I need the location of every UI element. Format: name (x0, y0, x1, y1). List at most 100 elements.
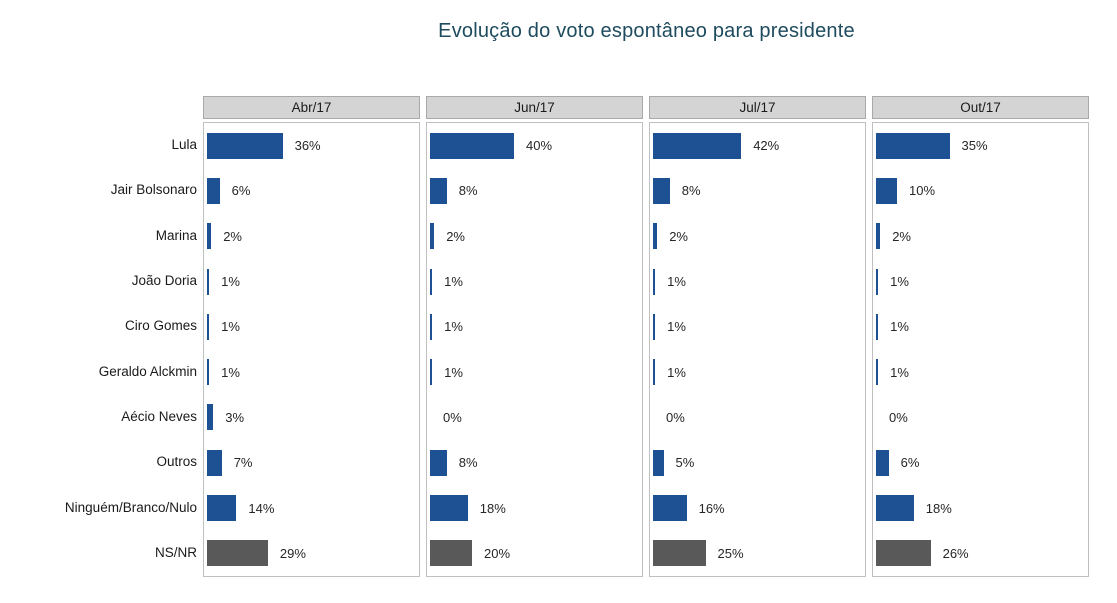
value-label: 8% (458, 455, 478, 471)
bar (207, 132, 283, 159)
bar (876, 177, 897, 204)
bar-row: 20% (427, 531, 642, 576)
panel-body: 36% 6% 2% 1% 1% 1% 3% 7% 14% 29% (203, 122, 420, 577)
value-label: 1% (444, 274, 463, 290)
bar-row: 40% (427, 123, 642, 168)
bar-row: 29% (204, 531, 419, 576)
bar-row: 1% (650, 304, 865, 349)
bar (207, 540, 268, 567)
panel-header: Abr/17 (203, 96, 420, 119)
bar-row: 0% (873, 395, 1088, 440)
value-label: 35% (961, 138, 988, 154)
value-label: 29% (279, 545, 306, 561)
bar (207, 359, 210, 386)
bar (430, 540, 472, 567)
bar-row: 18% (427, 485, 642, 530)
value-label: 0% (666, 409, 685, 425)
bar (876, 495, 914, 522)
bar (430, 223, 435, 250)
value-label: 3% (225, 409, 245, 425)
row-label: Ninguém/Branco/Nulo (64, 499, 197, 515)
bar-row: 1% (204, 259, 419, 304)
bar-row: 1% (650, 259, 865, 304)
bar-row: 3% (204, 395, 419, 440)
value-label: 7% (233, 455, 253, 471)
bar (876, 359, 879, 386)
value-label: 1% (444, 364, 463, 380)
bar (430, 313, 433, 340)
value-label: 42% (753, 138, 780, 154)
bar (876, 223, 881, 250)
bar-row: 8% (427, 168, 642, 213)
bar (653, 223, 658, 250)
row-label: Outros (156, 454, 197, 470)
value-label: 18% (479, 500, 506, 516)
bar-row: 26% (873, 531, 1088, 576)
bar-row: 0% (427, 395, 642, 440)
row-label: Lula (171, 137, 197, 153)
panel: Abr/17 36% 6% 2% 1% 1% 1% 3% 7% 14% 29% (203, 96, 420, 577)
value-label: 1% (221, 319, 240, 335)
value-label: 2% (669, 228, 688, 244)
value-label: 26% (942, 545, 969, 561)
bar-row: 16% (650, 485, 865, 530)
value-label: 1% (221, 274, 240, 290)
bar-row: 2% (427, 214, 642, 259)
value-label: 0% (443, 409, 462, 425)
value-label: 8% (458, 183, 478, 199)
row-label: Ciro Gomes (124, 318, 197, 334)
bar-row: 5% (650, 440, 865, 485)
row-label: Jair Bolsonaro (110, 182, 197, 198)
bar-row: 6% (204, 168, 419, 213)
panel: Jun/17 40% 8% 2% 1% 1% 1% 0% 8% 18% 20% (426, 96, 643, 577)
value-label: 1% (667, 319, 686, 335)
label-column-spacer (0, 96, 197, 122)
panel-header: Jun/17 (426, 96, 643, 119)
bar-row: 8% (650, 168, 865, 213)
value-label: 14% (248, 500, 275, 516)
panel-header: Jul/17 (649, 96, 866, 119)
bar (430, 495, 468, 522)
value-label: 1% (667, 364, 686, 380)
row-label: Geraldo Alckmin (98, 363, 197, 379)
row-label: Marina (155, 227, 197, 243)
bar-row: 1% (427, 349, 642, 394)
bar-row: 1% (204, 349, 419, 394)
value-label: 18% (925, 500, 952, 516)
value-label: 1% (221, 364, 240, 380)
bar-row: 35% (873, 123, 1088, 168)
panel-body: 35% 10% 2% 1% 1% 1% 0% 6% 18% 26% (872, 122, 1089, 577)
bar-row: 25% (650, 531, 865, 576)
bar-row: 0% (650, 395, 865, 440)
chart-title: Evolução do voto espontâneo para preside… (438, 20, 855, 42)
bar-row: 6% (873, 440, 1088, 485)
bar (207, 268, 210, 295)
panel-header: Out/17 (872, 96, 1089, 119)
bar (876, 540, 931, 567)
bar-row: 1% (650, 349, 865, 394)
bar-row: 1% (873, 304, 1088, 349)
value-label: 1% (444, 319, 463, 335)
value-label: 1% (890, 364, 909, 380)
bar (430, 268, 433, 295)
bar-row: 1% (873, 349, 1088, 394)
value-label: 40% (526, 138, 553, 154)
bar-row: 1% (427, 259, 642, 304)
bar (653, 132, 742, 159)
bar (430, 449, 447, 476)
bar (653, 449, 664, 476)
row-label: NS/NR (154, 544, 197, 560)
panel: Out/17 35% 10% 2% 1% 1% 1% 0% 6% 18% 26% (872, 96, 1089, 577)
bar (207, 495, 237, 522)
value-label: 1% (890, 274, 909, 290)
panel: Jul/17 42% 8% 2% 1% 1% 1% 0% 5% 16% 25% (649, 96, 866, 577)
bar (653, 268, 656, 295)
bar (653, 495, 687, 522)
bar-row: 2% (873, 214, 1088, 259)
bar (207, 177, 220, 204)
bar-row: 2% (204, 214, 419, 259)
row-label: João Doria (131, 273, 197, 289)
value-label: 6% (900, 455, 920, 471)
value-label: 16% (698, 500, 725, 516)
